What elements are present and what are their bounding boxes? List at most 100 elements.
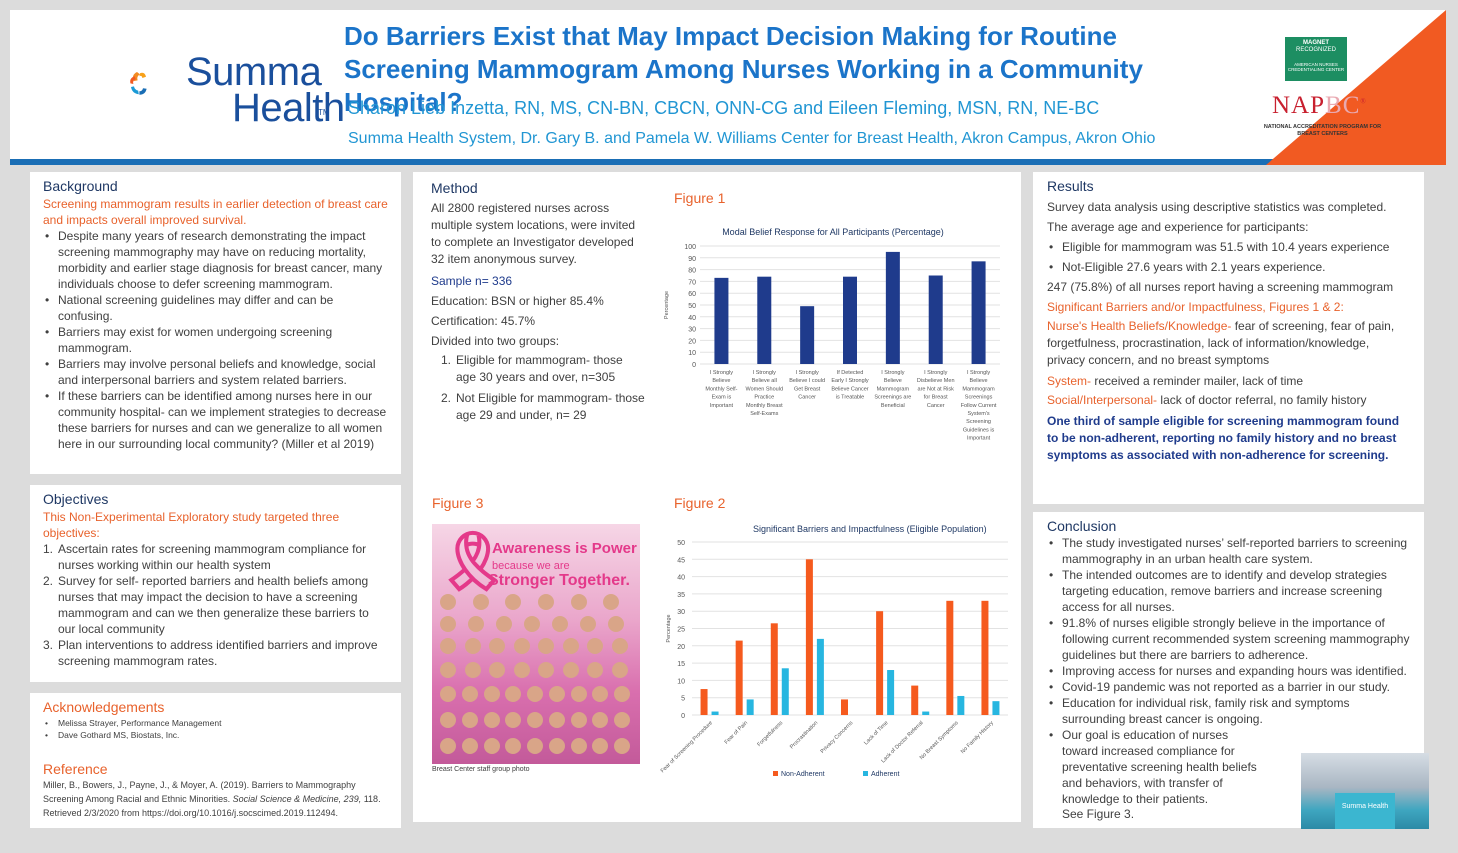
x-tick-label: Believe all [752,378,777,384]
magnet-line: AMERICAN NURSES [1294,62,1338,67]
x-tick-label: Mammogram [877,386,910,392]
x-tick-label: Mammogram [962,386,995,392]
list-item: Education for individual risk, family ri… [1047,695,1410,727]
booth-sign: Summa Health [1335,793,1395,829]
background-panel: Background Screening mammogram results i… [30,172,401,474]
x-tick-label: Believe I could [789,378,825,384]
bar [957,695,965,715]
list-item: Dave Gothard MS, Biostats, Inc. [43,729,388,741]
x-tick-label: No Breast Symptoms [919,720,960,761]
list-item: If these barriers can be identified amon… [43,388,388,452]
poster-authors: Sharon Lieb Inzetta, RN, MS, CN-BN, CBCN… [348,98,1100,118]
magnet-badge: MAGNET RECOGNIZED AMERICAN NURSES CREDEN… [1285,37,1347,81]
results-health: Nurse's Health Beliefs/Knowledge- fear o… [1047,318,1410,369]
bar [805,559,813,715]
method-intro: All 2800 registered nurses across multip… [431,201,636,266]
napbc-logo: NAPBC® [1272,92,1367,120]
figure2-chart: Significant Barriers and Impactfulness (… [660,524,1008,778]
person-head [440,686,456,702]
x-tick-label: Monthly Breast [746,403,783,409]
x-tick-label: Important [710,403,734,409]
person-head [464,638,481,654]
person-head [440,594,456,610]
person-head [461,712,478,728]
bar [911,685,919,715]
person-head [461,686,478,702]
y-tick-label: 45 [677,557,685,564]
bar [757,276,772,364]
x-tick-label: I Strongly [753,370,776,376]
y-tick-label: 25 [677,627,685,634]
person-head [592,712,609,728]
person-head [592,738,609,754]
poster-title: Do Barriers Exist that May Impact Decisi… [344,21,1143,117]
bar [971,261,986,364]
objectives-list: 1. Ascertain rates for screening mammogra… [43,541,388,669]
results-significant: Significant Barriers and/or Impactfulnes… [1047,300,1344,314]
figure3-photo: 🎗 Awareness is Power because we are Stro… [432,524,640,764]
y-axis-label: Percentage [664,291,670,319]
x-tick-label: Believe [884,378,902,384]
y-tick-label: 10 [677,678,685,685]
person-head [580,616,596,632]
bar [781,668,789,715]
results-list: Eligible for mammogram was 51.5 with 10.… [1047,240,1410,274]
method-heading: Method [431,180,478,196]
reference-part2: 118. Retrieved 2/3/2020 from https://doi… [43,794,381,818]
person-head [524,616,540,632]
list-item: The study investigated nurses’ self-repo… [1047,535,1410,567]
y-tick-label: 20 [677,644,685,651]
x-tick-label: Fear of Screening Procedure [660,720,714,774]
results-line1: Survey data analysis using descriptive s… [1047,200,1387,214]
x-tick-label: is Treatable [836,395,864,401]
reference-heading: Reference [43,761,108,777]
results-health-label: Nurse's Health Beliefs/Knowledge- [1047,319,1232,333]
y-tick-label: 15 [677,661,685,668]
list-number: 1. [441,353,452,367]
y-tick-label: 80 [688,268,696,275]
napbc-main: NAP [1272,92,1326,119]
person-head [614,686,631,702]
list-text: Not Eligible for mammogram- those age 29… [456,391,645,422]
photo-text-because: because we are [492,560,570,572]
x-tick-label: Lack of Time [863,720,889,746]
list-number: 3. [43,638,54,652]
person-head [570,686,587,702]
list-item: Despite many years of research demonstra… [43,228,388,292]
x-tick-label: Disbelieve Men [917,378,955,384]
header-orange-corner [1266,10,1446,165]
background-list: Despite many years of research demonstra… [43,228,388,452]
x-tick-label: Believe Cancer [831,386,868,392]
list-number: 2. [441,391,452,405]
person-head [570,594,587,610]
y-tick-label: 20 [688,338,696,345]
person-head [611,638,628,654]
list-item: Barriers may exist for women undergoing … [43,324,388,356]
bar [770,623,778,715]
conclusion-see-figure: See Figure 3. [1062,807,1135,821]
person-head [464,662,481,678]
x-tick-label: Screenings are [874,395,911,401]
y-tick-label: 40 [688,315,696,322]
figure1-chart: Modal Belief Response for All Participan… [664,227,1000,442]
list-item: Covid-19 pandemic was not reported as a … [1047,679,1410,695]
x-tick-label: Important [967,436,991,442]
person-head [513,638,530,654]
y-tick-label: 90 [688,256,696,263]
logo-text-health: Health [232,86,345,130]
person-head [483,686,500,702]
y-tick-label: 0 [692,362,696,369]
x-tick-label: I Strongly [710,370,733,376]
x-tick-label: No Family History [960,720,995,755]
person-head [496,616,512,632]
magnet-line: CREDENTIALING CENTER [1287,67,1345,72]
results-system-label: System- [1047,374,1092,388]
x-tick-label: Monthly Self- [705,386,737,392]
list-text: Eligible for mammogram- those age 30 yea… [456,353,623,384]
bar [746,699,754,715]
x-tick-label: Practice [754,395,774,401]
person-head [548,686,565,702]
bar [700,689,708,715]
person-head [587,638,603,654]
person-head [527,686,544,702]
